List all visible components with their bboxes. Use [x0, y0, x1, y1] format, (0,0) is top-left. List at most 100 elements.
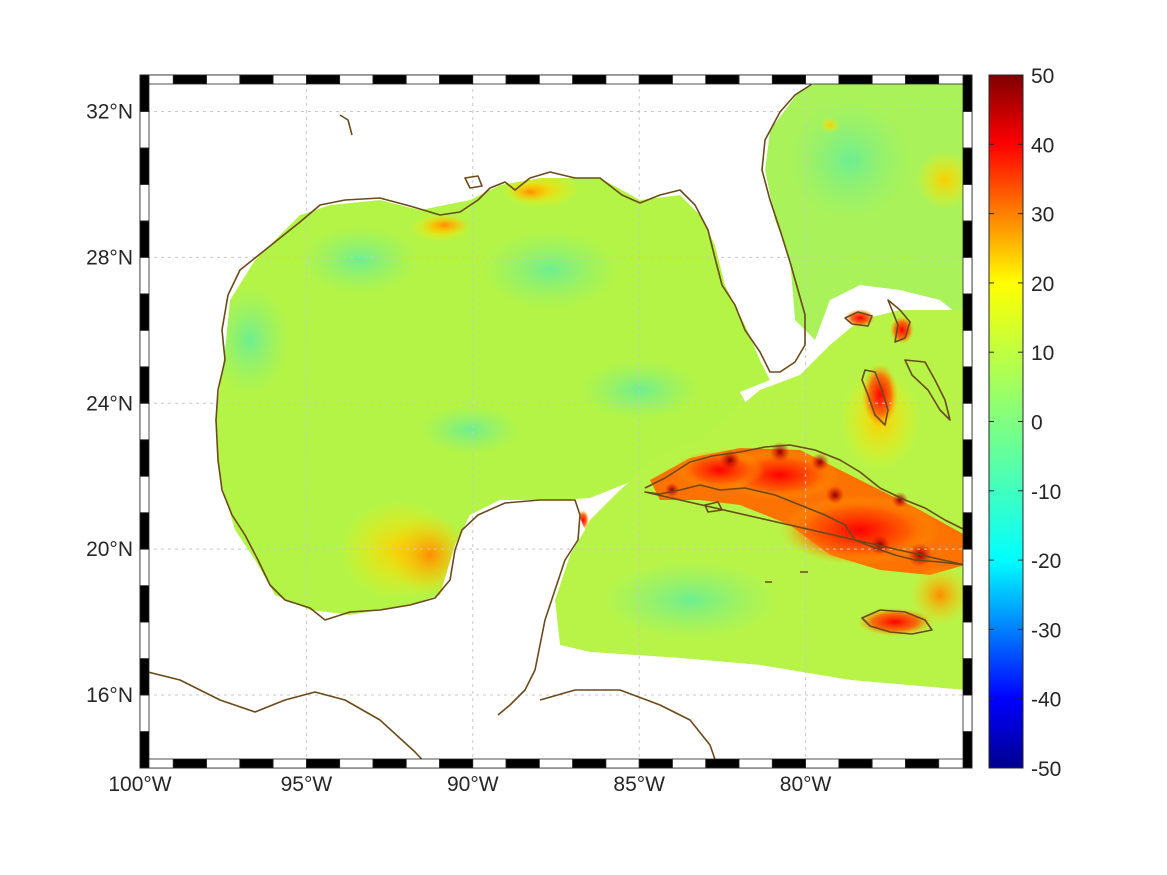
- latitude-label: 20°N: [86, 538, 133, 561]
- frame-segment: [605, 758, 640, 769]
- frame-segment: [305, 758, 341, 769]
- bahamas-abaco: [844, 299, 911, 343]
- frame-segment: [372, 758, 407, 769]
- frame-segment: [505, 758, 540, 769]
- frame-segment: [139, 74, 150, 112]
- cuba-maximum: [720, 450, 740, 470]
- frame-segment: [771, 758, 807, 769]
- frame-segment: [962, 512, 973, 550]
- warm-patch: [915, 150, 972, 210]
- frame-segment: [339, 74, 374, 85]
- frame-segment: [962, 147, 973, 185]
- frame-segment: [172, 74, 207, 85]
- frame-segment: [505, 74, 540, 85]
- map-frame: [139, 74, 973, 769]
- cool-patch: [480, 230, 620, 310]
- frame-segment: [962, 621, 973, 659]
- frame-segment: [638, 74, 673, 85]
- colorbar-tick-label: -30: [1031, 619, 1061, 642]
- frame-segment: [962, 111, 973, 149]
- frame-segment: [962, 694, 973, 732]
- colorbar-tick-label: -10: [1031, 481, 1061, 504]
- bahamas-eleuthera: [904, 359, 951, 421]
- frame-segment: [705, 74, 740, 85]
- colorbar-tick-label: 20: [1031, 273, 1054, 296]
- frame-segment: [139, 439, 150, 477]
- frame-segment: [962, 475, 973, 514]
- frame-segment: [139, 220, 150, 258]
- delta-hotspot: [508, 182, 552, 202]
- land-north-america: [140, 75, 972, 768]
- frame-segment: [738, 758, 773, 769]
- frame-segment: [962, 256, 973, 295]
- frame-segment: [172, 758, 207, 769]
- frame-segment: [139, 256, 150, 295]
- colorbar-gradient: [988, 74, 1024, 769]
- frame-segment: [139, 694, 150, 732]
- latitude-label: 16°N: [86, 684, 133, 707]
- coastal-hotspot: [820, 117, 840, 133]
- frame-segment: [439, 758, 474, 769]
- frame-segment: [962, 184, 973, 222]
- colorbar-tick-label: 30: [1031, 204, 1054, 227]
- frame-segment: [139, 402, 150, 441]
- frame-segment: [139, 184, 150, 222]
- frame-segment: [339, 758, 374, 769]
- frame-segment: [871, 74, 906, 85]
- colorbar-tick-label: 0: [1031, 412, 1043, 435]
- frame-segment: [139, 293, 150, 331]
- frame-segment: [962, 585, 973, 623]
- isla-de-la-juventud: [704, 501, 723, 513]
- latitude-label: 28°N: [86, 246, 133, 269]
- frame-segment: [962, 220, 973, 258]
- louisiana-islands: [339, 114, 483, 189]
- frame-segment: [239, 758, 274, 769]
- frame-segment: [738, 74, 773, 85]
- longitude-label: 85°W: [613, 773, 665, 796]
- cool-patch: [790, 100, 910, 220]
- colorbar-ticks: 50 40 30 20 10 0 -10 -20 -30 -40 -50: [989, 65, 1061, 781]
- delta-hotspot: [420, 215, 470, 235]
- jamaica-coast: [861, 609, 933, 635]
- latitude-label: 32°N: [86, 100, 133, 123]
- frame-segment: [605, 74, 640, 85]
- frame-segment: [139, 621, 150, 659]
- frame-segment: [962, 402, 973, 441]
- longitude-label: 100°W: [108, 773, 171, 796]
- frame-segment: [871, 758, 906, 769]
- frame-segment: [206, 74, 241, 85]
- frame-segment: [139, 329, 150, 368]
- frame-segment: [272, 758, 307, 769]
- frame-segment: [206, 758, 241, 769]
- frame-segment: [905, 74, 940, 85]
- frame-segment: [962, 548, 973, 587]
- frame-segment: [805, 758, 840, 769]
- cool-patch: [580, 360, 700, 420]
- colorbar-tick-label: -50: [1031, 758, 1061, 781]
- longitude-labels: 100°W 95°W 90°W 85°W 80°W: [108, 773, 831, 796]
- frame-segment: [771, 74, 807, 85]
- frame-segment: [372, 74, 407, 85]
- bahamas-hotspot: [862, 363, 898, 427]
- frame-segment: [805, 74, 840, 85]
- frame-segment: [139, 548, 150, 587]
- frame-segment: [838, 74, 873, 85]
- longitude-label: 90°W: [447, 773, 499, 796]
- frame-segment: [838, 758, 873, 769]
- frame-segment: [962, 293, 973, 331]
- frame-segment: [572, 74, 607, 85]
- frame-segment: [305, 74, 341, 85]
- frame-segment: [962, 366, 973, 404]
- frame-segment: [272, 74, 307, 85]
- frame-segment: [962, 329, 973, 368]
- bahamas-andros: [861, 369, 889, 426]
- cayman-islands: [765, 571, 808, 583]
- frame-segment: [139, 366, 150, 404]
- frame-segment: [538, 758, 574, 769]
- colorbar: 50 40 30 20 10 0 -10 -20 -30 -40 -50: [988, 65, 1061, 781]
- frame-segment: [572, 758, 607, 769]
- frame-segment: [672, 758, 707, 769]
- frame-segment: [139, 585, 150, 623]
- frame-segment: [139, 475, 150, 514]
